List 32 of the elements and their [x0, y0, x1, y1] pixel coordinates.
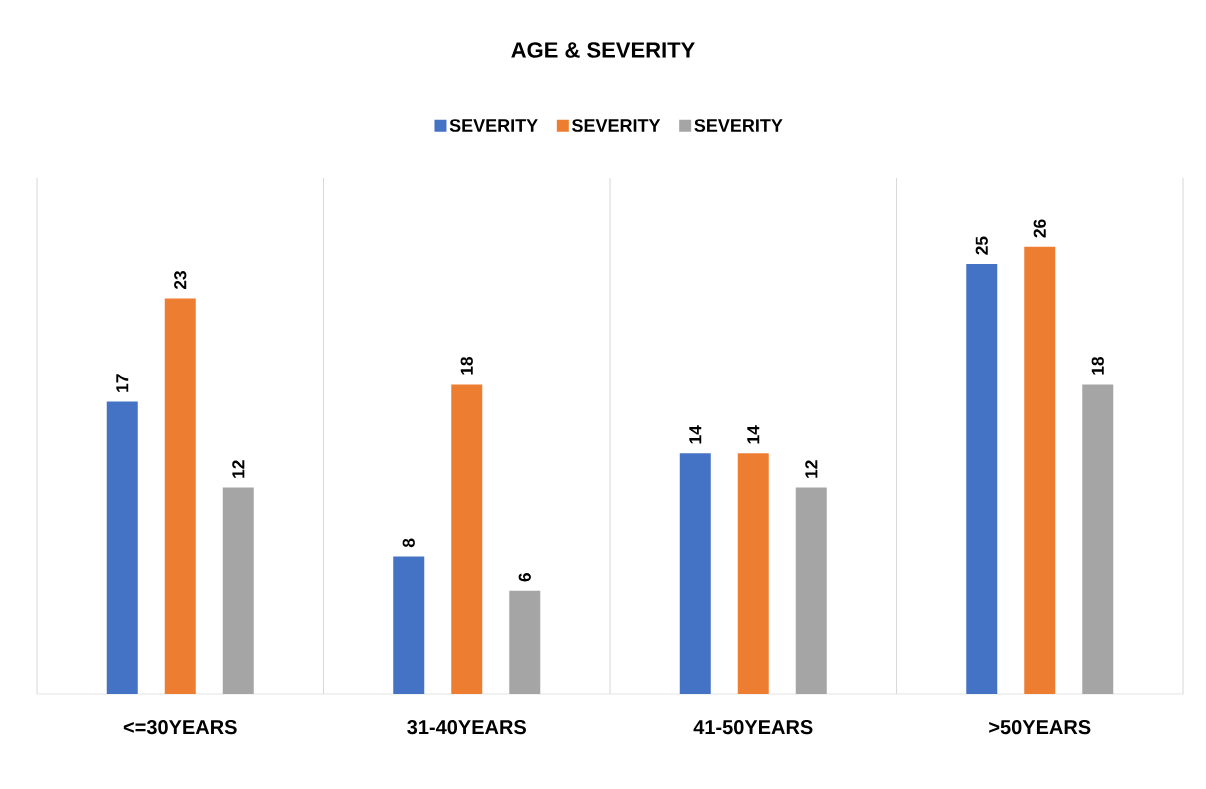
data-label: 18: [460, 356, 473, 375]
legend-label: SEVERITY: [449, 119, 538, 132]
bar: [737, 453, 769, 694]
bar: [679, 453, 711, 694]
data-label: 25: [975, 236, 988, 255]
bar: [1024, 246, 1056, 694]
x-tick-label: >50YEARS: [989, 720, 1091, 735]
bar: [106, 401, 138, 694]
x-tick-label: <=30YEARS: [123, 720, 237, 735]
bar: [966, 264, 998, 694]
bar: [1082, 384, 1114, 694]
data-label: 23: [174, 271, 187, 290]
data-label: 12: [232, 460, 245, 478]
x-tick-label: 41-50YEARS: [693, 720, 813, 735]
bar: [164, 298, 196, 694]
data-label: 14: [747, 425, 760, 444]
x-tick-label: 31-40YEARS: [407, 720, 526, 735]
bar: [509, 590, 541, 694]
data-label: 8: [402, 538, 415, 548]
legend-label: SEVERITY: [694, 119, 783, 132]
data-label: 18: [1091, 356, 1104, 375]
data-label: 6: [518, 573, 531, 582]
bar: [222, 487, 254, 694]
bar: [795, 487, 827, 694]
data-label: 26: [1033, 219, 1046, 238]
legend-label: SEVERITY: [572, 119, 661, 132]
bar: [393, 556, 425, 694]
data-label: 14: [689, 425, 702, 444]
bar: [451, 384, 483, 694]
data-label: 17: [116, 374, 129, 392]
chart-title: AGE & SEVERITY: [511, 42, 695, 58]
data-label: 12: [805, 460, 818, 478]
